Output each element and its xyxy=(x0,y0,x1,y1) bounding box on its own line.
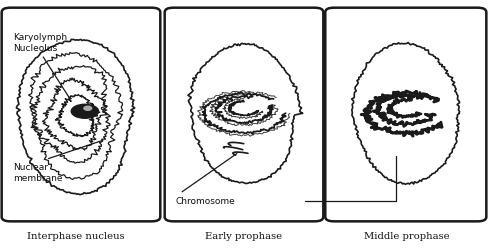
FancyBboxPatch shape xyxy=(1,9,160,222)
FancyBboxPatch shape xyxy=(164,9,324,222)
Text: Chromosome: Chromosome xyxy=(176,154,237,205)
Circle shape xyxy=(71,105,99,119)
Text: Nuclear
membrane: Nuclear membrane xyxy=(13,141,102,182)
Text: Karyolymph
Nucleolus: Karyolymph Nucleolus xyxy=(13,33,70,99)
Text: Early prophase: Early prophase xyxy=(205,231,283,240)
Text: Interphase nucleus: Interphase nucleus xyxy=(27,231,125,240)
Text: Middle prophase: Middle prophase xyxy=(364,231,450,240)
Circle shape xyxy=(84,107,92,111)
FancyBboxPatch shape xyxy=(325,9,487,222)
